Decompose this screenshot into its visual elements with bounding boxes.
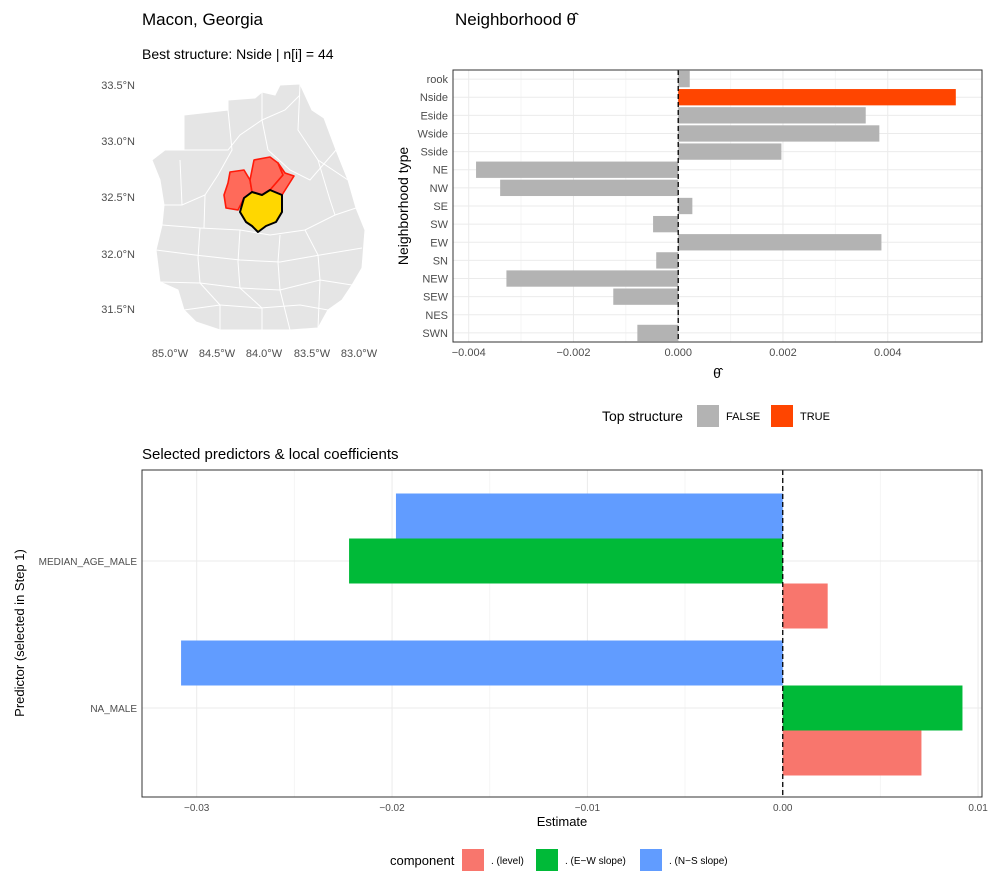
coef-x-axis-title: Estimate bbox=[537, 814, 588, 829]
nb-y-tick-label: SWN bbox=[422, 328, 448, 340]
coef-legend-label-ew: . (E−W slope) bbox=[565, 856, 626, 867]
coef-y-tick-label: NA_MALE bbox=[90, 704, 137, 715]
coef-bar-NA_MALE-2 bbox=[181, 640, 783, 686]
nb-bar-SEW bbox=[613, 288, 679, 305]
nb-y-tick-label: Eside bbox=[420, 110, 448, 122]
coef-x-tick-label: −0.02 bbox=[379, 803, 405, 814]
nb-y-tick-label: SE bbox=[433, 201, 448, 213]
nb-legend-title: Top structure bbox=[602, 408, 683, 424]
coef-bars bbox=[181, 493, 963, 776]
coef-y-tick-label: MEDIAN_AGE_MALE bbox=[39, 557, 138, 568]
coef-bar-MEDIAN_AGE_MALE-1 bbox=[349, 538, 783, 584]
map-title: Macon, Georgia bbox=[142, 10, 263, 29]
nb-bar-NW bbox=[500, 179, 679, 197]
nb-bar-SE bbox=[678, 197, 693, 215]
nb-bar-Nside bbox=[678, 89, 956, 106]
coef-legend-label-level: . (level) bbox=[491, 856, 524, 867]
coef-panel-border bbox=[141, 469, 983, 798]
nb-bar-Eside bbox=[678, 107, 866, 124]
nb-legend-label-true: TRUE bbox=[800, 411, 830, 423]
coef-legend-swatch-level bbox=[462, 849, 484, 871]
nb-panel-border bbox=[452, 69, 983, 343]
nb-bar-SN bbox=[656, 252, 679, 269]
nb-x-axis-title: θ̂ bbox=[713, 365, 724, 381]
coef-x-tick-label: −0.01 bbox=[575, 803, 601, 814]
coef-x-tick-label: 0.00 bbox=[773, 803, 793, 814]
nb-x-tick-label: −0.002 bbox=[556, 347, 590, 359]
nb-bars bbox=[476, 70, 956, 342]
nb-legend-swatch-false bbox=[697, 405, 719, 427]
nb-y-tick-label: Nside bbox=[420, 92, 448, 104]
nb-y-tick-label: EW bbox=[430, 237, 448, 249]
nb-legend-swatch-true bbox=[771, 405, 793, 427]
nb-x-tick-label: 0.004 bbox=[874, 347, 902, 359]
nb-y-tick-label: SEW bbox=[423, 292, 449, 304]
nb-bar-SWN bbox=[637, 324, 679, 342]
map-subtitle: Best structure: Nside | n[i] = 44 bbox=[142, 46, 334, 62]
nb-y-tick-label: NES bbox=[425, 310, 448, 322]
nb-x-tick-label: 0.002 bbox=[769, 347, 797, 359]
nb-y-tick-label: SN bbox=[433, 255, 448, 267]
nb-y-tick-label: NE bbox=[433, 165, 448, 177]
coef-bar-MEDIAN_AGE_MALE-2 bbox=[395, 493, 783, 539]
coef-chart-title: Selected predictors & local coefficients bbox=[142, 446, 399, 463]
nb-bar-Sside bbox=[678, 143, 782, 160]
coef-legend-title: component bbox=[390, 853, 455, 868]
coef-x-tick-labels: −0.03 −0.02 −0.01 0.00 0.01 bbox=[184, 803, 988, 814]
nb-x-tick-label: 0.000 bbox=[664, 347, 692, 359]
coef-bar-MEDIAN_AGE_MALE-0 bbox=[782, 583, 828, 629]
coef-legend-label-ns: . (N−S slope) bbox=[669, 856, 728, 867]
coef-x-tick-label: −0.03 bbox=[184, 803, 210, 814]
coef-legend-swatch-ew bbox=[536, 849, 558, 871]
nb-bar-NEW bbox=[506, 270, 679, 287]
nb-y-tick-label: Sside bbox=[420, 147, 448, 159]
nb-y-tick-label: NW bbox=[430, 183, 449, 195]
nb-y-tick-label: SW bbox=[430, 219, 448, 231]
coef-y-tick-labels: MEDIAN_AGE_MALE NA_MALE bbox=[39, 557, 138, 715]
nb-y-tick-label: Wside bbox=[417, 128, 448, 140]
coef-x-tick-label: 0.01 bbox=[968, 803, 988, 814]
nb-x-tick-label: −0.004 bbox=[452, 347, 486, 359]
coef-bar-NA_MALE-1 bbox=[782, 685, 963, 731]
coef-bar-NA_MALE-0 bbox=[782, 730, 922, 776]
nb-legend-label-false: FALSE bbox=[726, 411, 761, 423]
coef-legend-swatch-ns bbox=[640, 849, 662, 871]
nb-bar-NE bbox=[476, 161, 679, 178]
nb-bar-rook bbox=[678, 70, 690, 88]
nb-y-axis-title: Neighborhood type bbox=[395, 147, 411, 266]
nb-y-tick-labels: rook Nside Eside Wside Sside NE NW SE SW EW SN NEW S… bbox=[417, 74, 448, 340]
nb-x-tick-labels: −0.004 −0.002 0.000 0.002 0.004 bbox=[452, 347, 902, 359]
nb-y-tick-label: NEW bbox=[422, 274, 448, 286]
nb-bar-SW bbox=[653, 215, 679, 233]
neighborhood-chart-title: Neighborhood θ̂ bbox=[455, 10, 576, 29]
coef-y-axis-title: Predictor (selected in Step 1) bbox=[12, 549, 27, 717]
nb-bar-Wside bbox=[678, 125, 880, 142]
nb-bar-EW bbox=[678, 234, 882, 251]
nb-y-tick-label: rook bbox=[427, 74, 449, 86]
